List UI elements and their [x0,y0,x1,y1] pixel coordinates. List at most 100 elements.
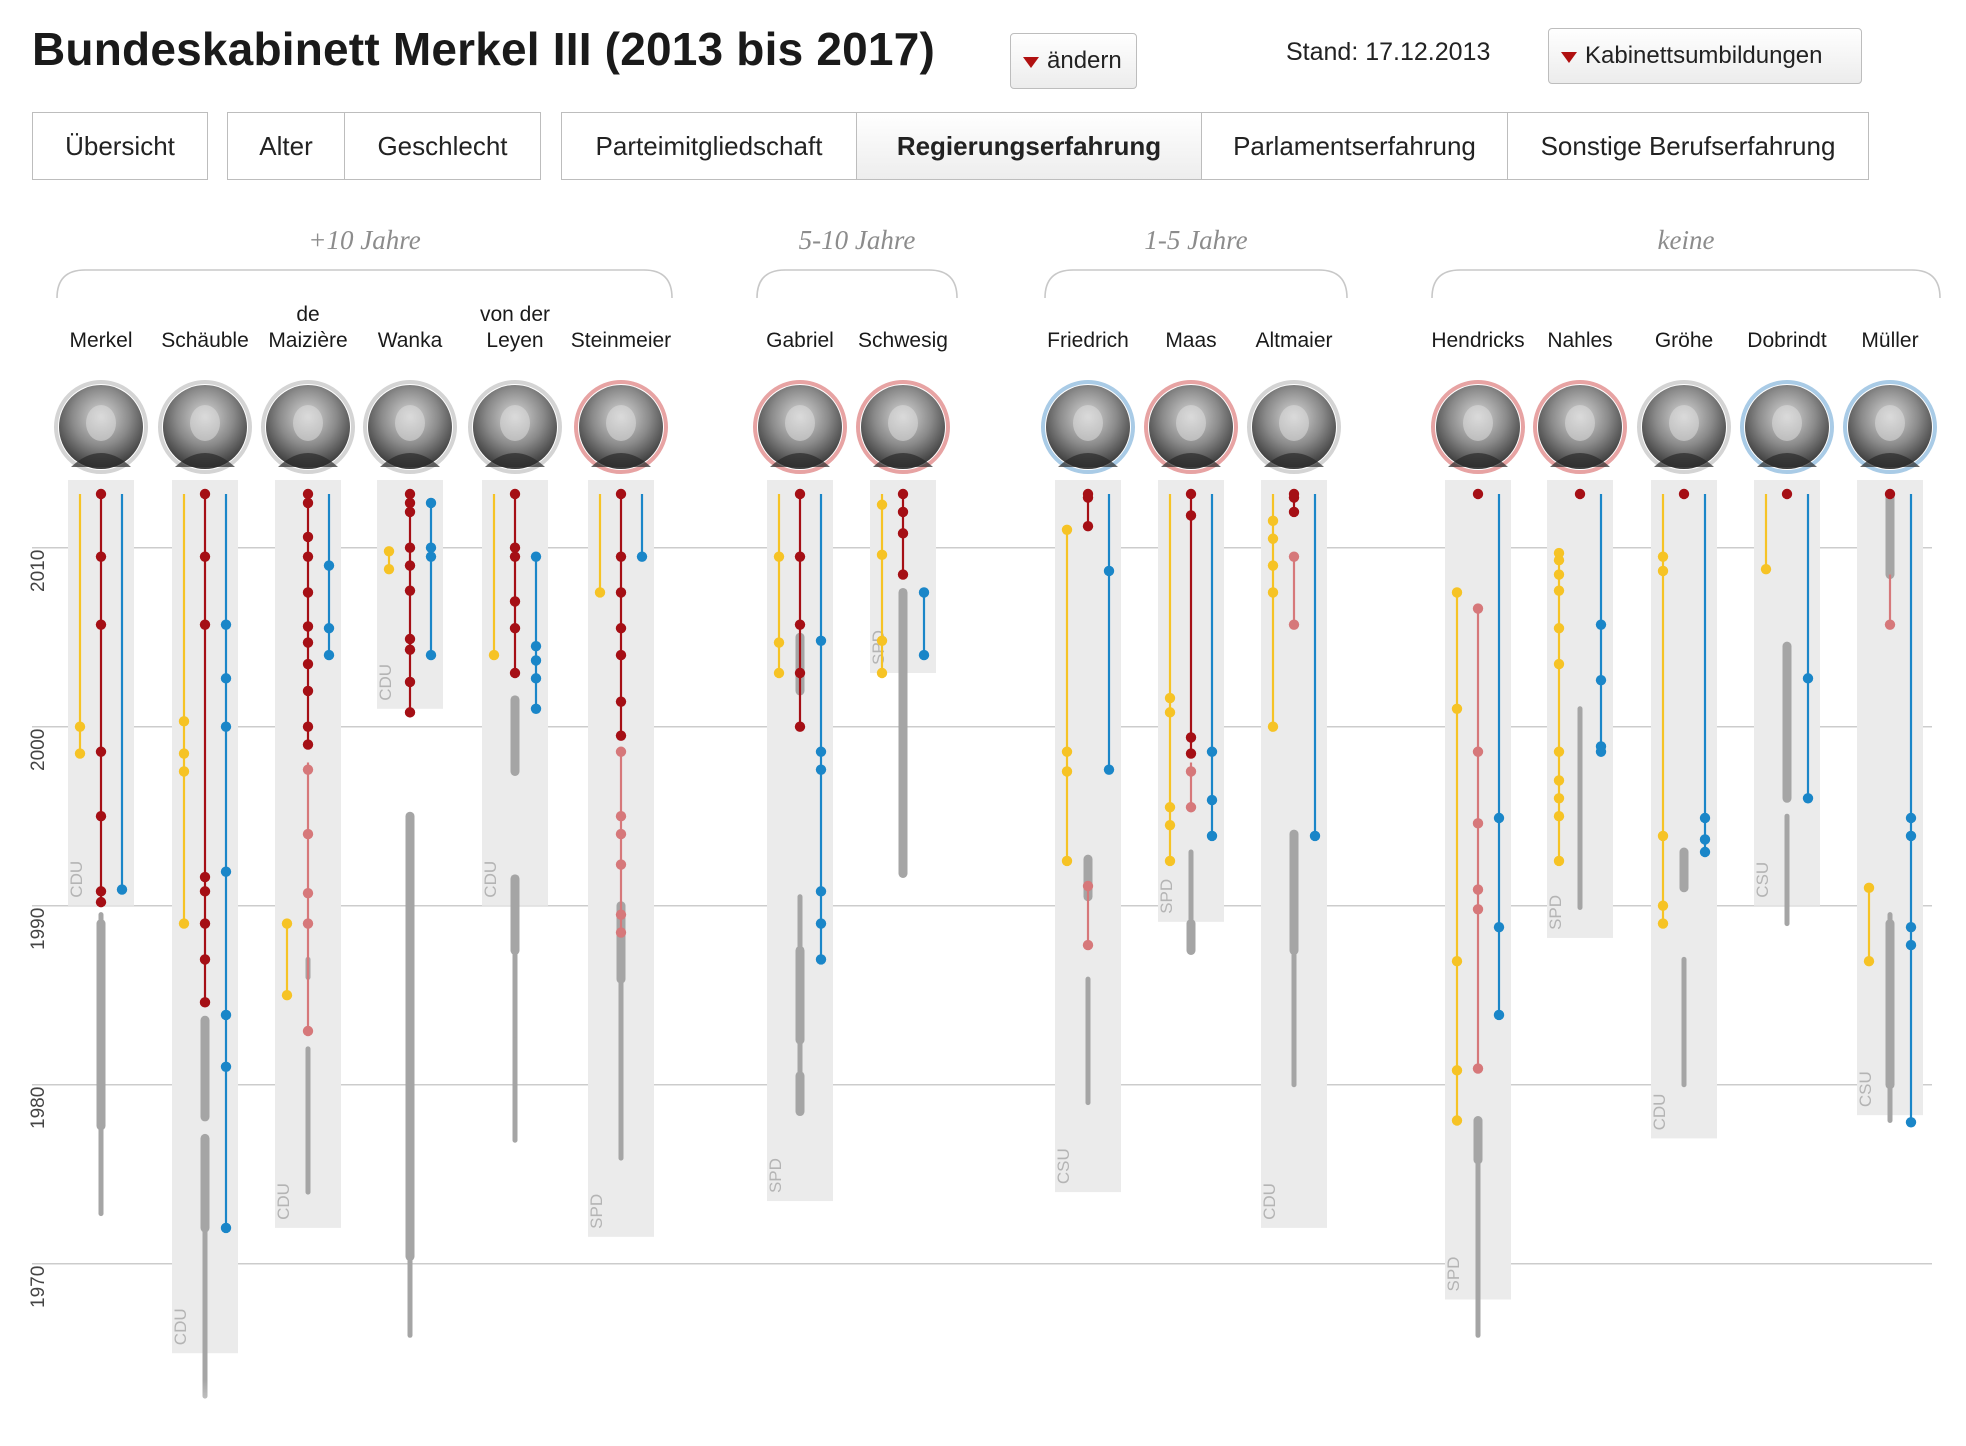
career-point [615,623,627,634]
career-point [1206,746,1218,757]
career-point [1884,619,1896,630]
career-point [95,619,107,630]
career-point [74,748,86,759]
career-point [509,488,521,500]
gray-bars [96,489,1895,1399]
avatar-shoulders [770,453,830,467]
career-point [876,667,888,679]
tab-alter[interactable]: Alter [227,112,345,180]
career-point [794,721,806,732]
person-name: Hendricks [1431,329,1524,352]
career-point [815,886,827,897]
career-point [302,918,314,929]
career-point [1103,764,1115,775]
tab-sonstige-berufserfahrung[interactable]: Sonstige Berufserfahrung [1507,112,1869,180]
career-point [509,596,521,607]
career-point [178,918,190,929]
group-bracket [56,269,673,299]
change-cabinet-dropdown[interactable]: ändern [1010,33,1137,89]
career-point [95,896,107,908]
bottom-fade [0,1380,1966,1446]
party-label: CDU [1260,1183,1279,1220]
career-point [302,531,314,543]
avatar-face [293,405,323,441]
career-point [615,587,627,598]
career-point [425,551,437,562]
career-point [425,542,437,553]
tab-geschlecht[interactable]: Geschlecht [344,112,541,180]
career-point [404,585,416,596]
person-name: Steinmeier [571,329,671,352]
grid: 1970 1980 1990 2000 2010 [28,546,1932,1308]
tab-parlamentserfahrung[interactable]: Parlamentserfahrung [1201,112,1508,180]
career-point [1553,775,1565,786]
career-point [220,1222,232,1234]
party-label: SPD [1546,895,1565,930]
career-point [1451,1065,1463,1076]
career-point [302,551,314,562]
career-point [773,637,785,648]
career-point [1678,488,1690,500]
y-tick-label: 1990 [28,908,49,950]
career-point [1553,855,1565,867]
career-point [1699,812,1711,824]
career-point [425,649,437,661]
avatar-shoulders [1058,453,1118,467]
career-point [199,997,211,1008]
avatar-shoulders [1757,453,1817,467]
career-point [509,542,521,553]
career-point [1493,812,1505,824]
party-label: CDU [274,1183,293,1220]
career-point [1451,587,1463,598]
person-name: Merkel [69,329,132,352]
avatar-face [785,405,815,441]
tab-parteimitgliedschaft[interactable]: Parteimitgliedschaft [561,112,857,180]
group-label: 1-5 Jahre [1144,225,1247,255]
party-label: CDU [171,1308,190,1345]
career-point [615,551,627,562]
career-point [1905,830,1917,842]
career-point [1553,569,1565,580]
career-point [615,909,627,920]
career-point [530,673,542,684]
reshuffle-dropdown[interactable]: Kabinettsumbildungen [1548,28,1862,84]
party-label: SPD [1157,879,1176,914]
career-point [1595,741,1607,752]
career-point [1905,1117,1917,1128]
tab-regierungserfahrung[interactable]: Regierungserfahrung [856,112,1202,180]
career-point [404,644,416,655]
career-point [1061,766,1073,777]
career-point [1863,882,1875,893]
career-point [302,497,314,509]
career-point [1288,619,1300,630]
career-point [1185,748,1197,759]
career-point [1760,563,1772,575]
career-point [897,528,909,539]
career-point [220,1009,232,1021]
career-point [1802,793,1814,804]
career-point [95,811,107,822]
person-name: von der Leyen [480,303,550,352]
career-point [1905,939,1917,951]
career-point [1802,673,1814,684]
avatar-shoulders [71,453,131,467]
party-label: CSU [1856,1071,1875,1107]
career-point [876,549,888,561]
career-point [815,635,827,646]
career-point [918,649,930,661]
career-point [509,623,521,634]
party-label: CDU [376,664,395,701]
career-point [178,748,190,759]
career-point [615,746,627,757]
tab-uebersicht[interactable]: Übersicht [32,112,208,180]
career-point [1206,794,1218,806]
career-point [1553,811,1565,822]
avatar-shoulders [1448,453,1508,467]
career-point [794,551,806,562]
person-name: Dobrindt [1747,329,1827,352]
career-point [1164,819,1176,831]
career-point [1595,674,1607,686]
avatar-face [1176,405,1206,441]
career-point [1553,547,1565,559]
career-point [1206,830,1218,842]
